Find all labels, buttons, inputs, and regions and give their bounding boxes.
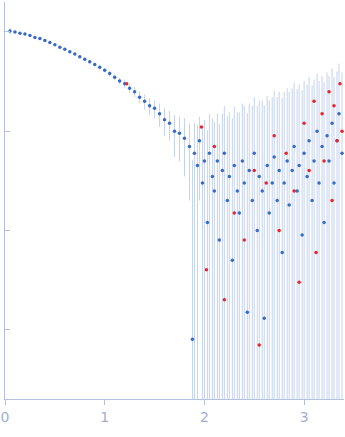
svg-text:0: 0 bbox=[1, 409, 10, 425]
svg-text:1: 1 bbox=[100, 409, 109, 425]
svg-text:3: 3 bbox=[300, 409, 309, 425]
svg-text:2: 2 bbox=[200, 409, 209, 425]
